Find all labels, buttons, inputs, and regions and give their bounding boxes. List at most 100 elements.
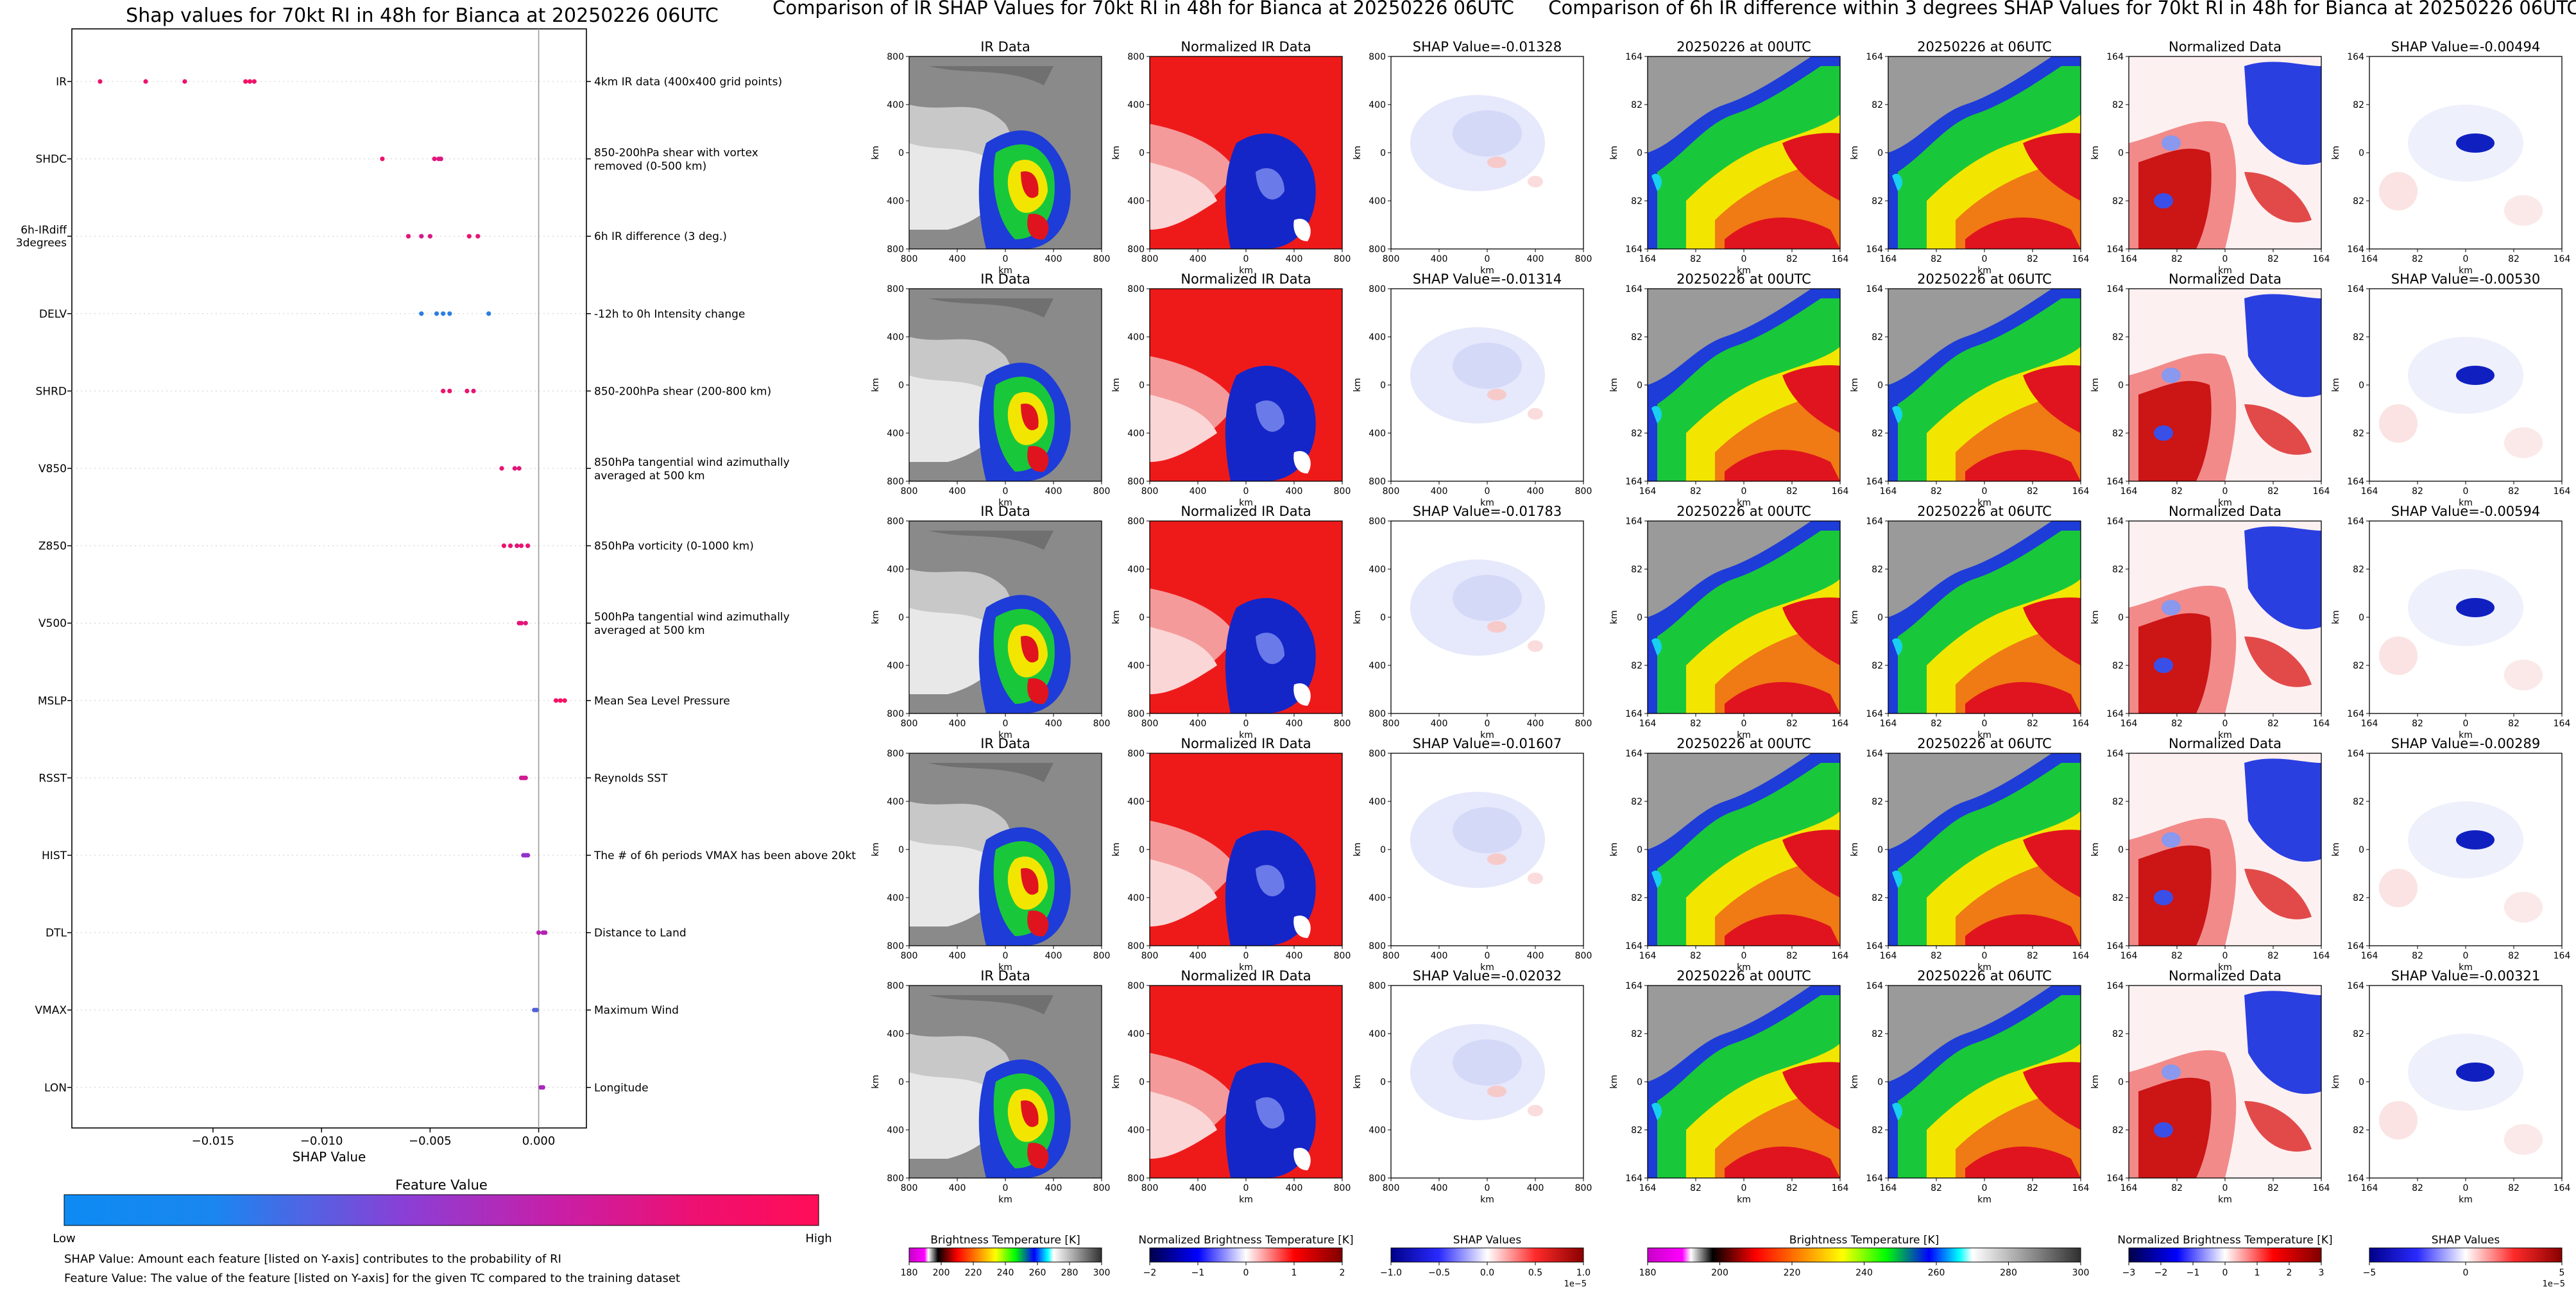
x-tick-label: 164 xyxy=(2313,1183,2330,1193)
shap-point xyxy=(434,311,439,316)
x-tick-label: 400 xyxy=(1190,951,1207,961)
normalized-diff-panel xyxy=(2129,289,2321,481)
y-tick-label: 0 xyxy=(898,148,904,158)
x-tick-label: 400 xyxy=(1286,254,1303,264)
y-tick-label: 82 xyxy=(1872,661,1883,671)
y-tick-label: 82 xyxy=(1872,196,1883,207)
x-tick-label: 0 xyxy=(2463,486,2469,497)
y-axis-label: km xyxy=(1850,842,1860,857)
y-axis-label: km xyxy=(2331,378,2341,392)
x-tick-label: 400 xyxy=(1045,1183,1062,1193)
colorbar-tick-label: 0 xyxy=(1243,1268,1249,1278)
y-tick-label: 0 xyxy=(1139,380,1145,391)
y-tick-label: 0 xyxy=(2118,1077,2124,1088)
y-tick-label: 164 xyxy=(2106,981,2124,991)
ir-00utc-panel-title: 20250226 at 00UTC xyxy=(1676,736,1811,751)
diff-shap-colorbar xyxy=(2369,1247,2563,1263)
x-tick-label: 400 xyxy=(1431,254,1448,264)
y-tick-label: 82 xyxy=(1872,1029,1883,1039)
x-tick-label: 164 xyxy=(1639,486,1657,497)
y-tick-label: 164 xyxy=(2106,284,2124,295)
x-tick-label: 800 xyxy=(1093,1183,1111,1193)
x-axis-label: km xyxy=(1480,266,1494,276)
ir-shap-panel-title: SHAP Value=-0.02032 xyxy=(1413,968,1562,984)
y-axis-label: km xyxy=(2331,1075,2341,1089)
y-tick-label: 0 xyxy=(1877,1077,1883,1088)
x-tick-label: 0 xyxy=(1485,719,1490,729)
normalized-ir-panel xyxy=(1150,289,1342,481)
x-tick-label: 164 xyxy=(2554,1183,2571,1193)
ir-data-panel-title: IR Data xyxy=(980,39,1030,55)
y-tick-label: 800 xyxy=(887,941,904,952)
y-tick-label: 0 xyxy=(2358,380,2364,391)
x-tick-label: 82 xyxy=(1931,719,1942,729)
y-tick-label: 0 xyxy=(1877,845,1883,855)
colorbar-tick-label: 240 xyxy=(997,1268,1014,1278)
diff-norm-colorbar-label: Normalized Brightness Temperature [K] xyxy=(2117,1234,2332,1247)
y-tick-label: 82 xyxy=(1872,797,1883,807)
feature-label: SHDC xyxy=(35,153,67,166)
ir-shap-panel xyxy=(1391,521,1583,713)
x-axis-label: km xyxy=(2459,498,2473,508)
x-tick-label: 82 xyxy=(1931,951,1942,961)
ir-data-panel xyxy=(909,986,1102,1178)
shap-point xyxy=(486,311,491,316)
shap-point xyxy=(558,698,563,703)
x-tick-label: 800 xyxy=(901,719,918,729)
y-tick-label: 82 xyxy=(2112,1125,2124,1136)
feature-description: 500hPa tangential wind azimuthally xyxy=(594,611,790,624)
x-axis-label: km xyxy=(1239,498,1253,508)
ir-shap-panel xyxy=(1391,56,1583,249)
y-tick-label: 82 xyxy=(2112,1029,2124,1039)
x-tick-label: 164 xyxy=(1832,719,1849,729)
y-tick-label: 400 xyxy=(1127,332,1145,343)
ir-06utc-panel-title: 20250226 at 06UTC xyxy=(1917,736,2052,751)
feature-label: RSST xyxy=(38,772,67,785)
y-axis-label: km xyxy=(1850,378,1860,392)
shap-point xyxy=(516,466,522,471)
x-tick-label: 0 xyxy=(2222,951,2228,961)
diff-shap-panel xyxy=(2369,521,2562,713)
y-tick-label: 164 xyxy=(2106,941,2124,952)
y-tick-label: 164 xyxy=(1866,709,1883,719)
y-tick-label: 400 xyxy=(887,797,904,807)
x-tick-label: 82 xyxy=(2508,719,2520,729)
x-tick-label: 0 xyxy=(1741,1183,1747,1193)
y-tick-label: 400 xyxy=(1127,565,1145,575)
x-tick-label: 164 xyxy=(2554,719,2571,729)
x-tick-label: 82 xyxy=(2267,486,2279,497)
ir-data-panel xyxy=(909,56,1102,249)
x-tick-label: 400 xyxy=(1190,719,1207,729)
x-tick-label: 0 xyxy=(1741,951,1747,961)
y-tick-label: 164 xyxy=(1625,284,1642,295)
x-tick-label: 82 xyxy=(1786,1183,1798,1193)
colorbar-tick-label: 1.0 xyxy=(1576,1268,1591,1278)
x-tick-label: 164 xyxy=(2120,951,2138,961)
y-tick-label: 400 xyxy=(887,196,904,207)
y-axis-label: km xyxy=(1352,1075,1363,1089)
x-tick-label: 82 xyxy=(2412,486,2423,497)
x-tick-label: 400 xyxy=(949,254,966,264)
y-tick-label: 400 xyxy=(1127,1029,1145,1039)
x-tick-label: 800 xyxy=(1383,719,1400,729)
y-tick-label: 82 xyxy=(2353,565,2364,575)
ir-data-panel xyxy=(909,521,1102,713)
ir-shap-panel xyxy=(1391,986,1583,1178)
y-tick-label: 164 xyxy=(1625,749,1642,759)
y-tick-label: 82 xyxy=(2353,661,2364,671)
y-tick-label: 800 xyxy=(1127,941,1145,952)
x-tick-label: 400 xyxy=(1286,1183,1303,1193)
colorbar-low-label: Low xyxy=(53,1232,75,1245)
x-axis-label: km xyxy=(1239,730,1253,740)
y-tick-label: 82 xyxy=(2353,196,2364,207)
y-tick-label: 0 xyxy=(1139,845,1145,855)
x-tick-label: 800 xyxy=(901,254,918,264)
shap-point xyxy=(540,1085,545,1090)
y-tick-label: 400 xyxy=(1127,893,1145,903)
feature-description: removed (0-500 km) xyxy=(594,160,706,173)
y-tick-label: 82 xyxy=(2112,332,2124,343)
x-tick-label: 164 xyxy=(2313,951,2330,961)
normalized-ir-panel-title: Normalized IR Data xyxy=(1181,736,1311,751)
x-tick-label: 82 xyxy=(2027,951,2038,961)
y-tick-label: 82 xyxy=(2112,100,2124,110)
